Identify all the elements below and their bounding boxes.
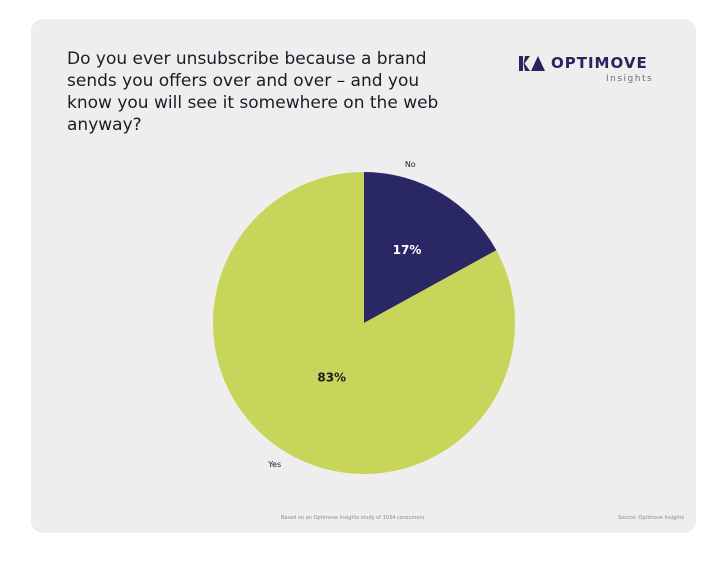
category-label-yes: Yes <box>267 460 281 469</box>
source-footnote: Source: Optimove Insights <box>617 515 684 521</box>
logo-subtitle: Insights <box>606 74 654 84</box>
value-label-yes: 83% <box>317 371 346 385</box>
pie-chart: 17% No 83% Yes <box>212 160 515 475</box>
logo-wordmark: OPTIMOVE <box>551 54 648 72</box>
pie-slice-no <box>364 172 497 323</box>
optimove-logo: OPTIMOVE <box>519 54 648 72</box>
chart-title: Do you ever unsubscribe because a brand … <box>67 49 439 135</box>
value-label-no: 17% <box>393 243 422 257</box>
pie-slice-yes <box>212 172 515 475</box>
category-label-no: No <box>405 160 416 169</box>
study-footnote: Based on an Optimove Insights study of 1… <box>281 515 426 521</box>
chart-card: Do you ever unsubscribe because a brand … <box>31 19 696 533</box>
logo-mark-icon <box>519 55 545 71</box>
